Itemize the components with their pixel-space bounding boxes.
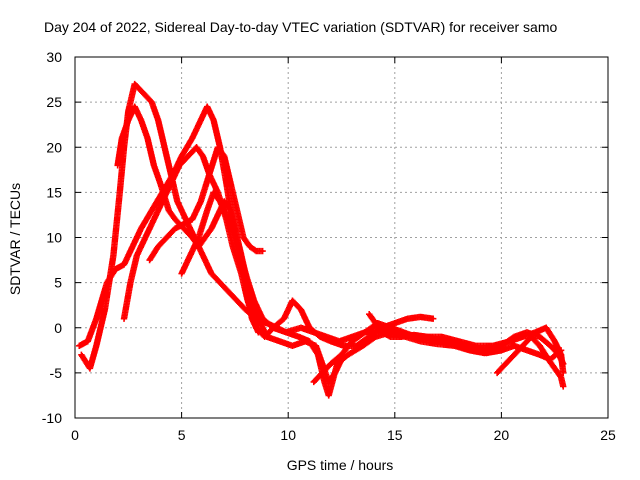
x-tick-label: 25: [600, 427, 616, 443]
y-tick-label: 20: [46, 139, 62, 155]
y-tick-label: -5: [50, 365, 63, 381]
data-point: [557, 347, 565, 354]
data-point: [556, 348, 564, 355]
data-point: [560, 383, 567, 390]
y-tick-label: 30: [46, 49, 62, 65]
y-axis-label: SDTVAR / TECUs: [7, 183, 23, 295]
y-tick-label: 25: [46, 94, 62, 110]
x-tick-label: 5: [178, 427, 186, 443]
x-tick-label: 15: [387, 427, 403, 443]
grid: [75, 57, 608, 418]
x-axis-label: GPS time / hours: [287, 457, 394, 473]
chart-title: Day 204 of 2022, Sidereal Day-to-day VTE…: [44, 19, 557, 35]
y-tick-label: 0: [54, 320, 62, 336]
y-tick-label: -10: [42, 410, 62, 426]
axis-ticks: 0 5 10 15 20 25 -10 -5 0 5 10 15 20 25 30: [42, 49, 616, 443]
x-tick-label: 20: [494, 427, 510, 443]
data-point: [259, 247, 266, 255]
data-point: [560, 360, 567, 368]
x-tick-label: 0: [71, 427, 79, 443]
y-tick-label: 10: [46, 230, 62, 246]
y-tick-label: 15: [46, 184, 62, 200]
x-tick-label: 10: [280, 427, 296, 443]
data-point: [429, 315, 437, 322]
data-markers: [76, 80, 567, 399]
series-track-5: [146, 144, 266, 264]
series-track-9: [366, 311, 565, 363]
y-tick-label: 5: [54, 275, 62, 291]
